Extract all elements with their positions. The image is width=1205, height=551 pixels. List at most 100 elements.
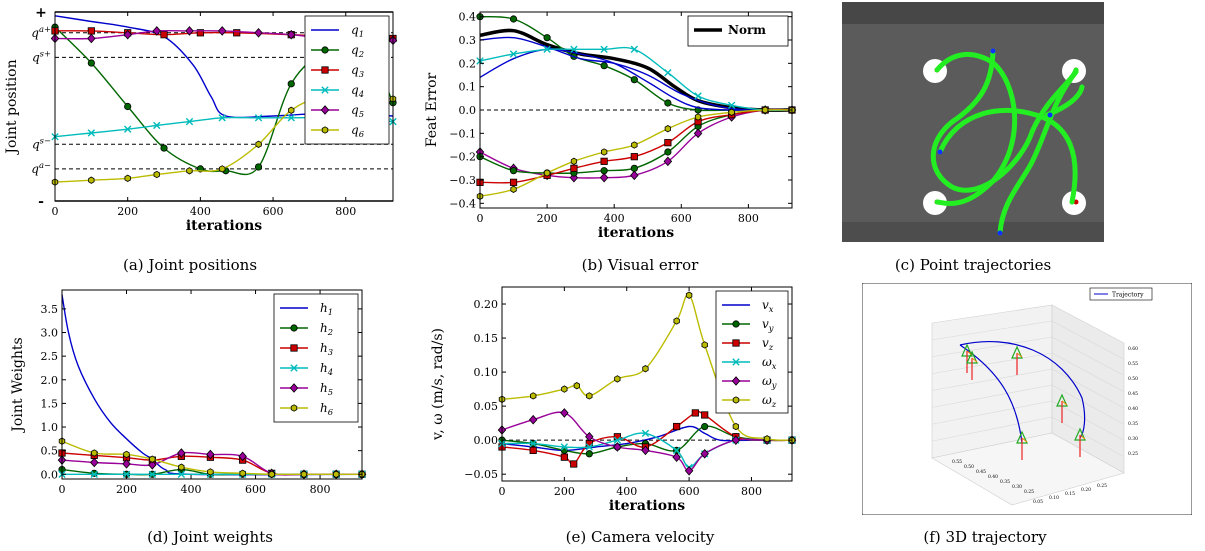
series-8 bbox=[476, 106, 796, 200]
y-tick-label: 3.5 bbox=[41, 303, 59, 316]
y-tick-label: 0.05 bbox=[474, 400, 499, 413]
x-tick-label: 200 bbox=[537, 212, 558, 225]
data-point bbox=[87, 27, 95, 35]
y-tick-label: 0.20 bbox=[1081, 487, 1091, 493]
chart-3d-trajectory: 0.600.550.500.450.400.350.300.250.550.50… bbox=[862, 283, 1192, 515]
x-tick-label: 0 bbox=[52, 205, 59, 218]
camera-axis bbox=[971, 357, 978, 363]
series-z bbox=[498, 291, 796, 444]
grid-line bbox=[931, 320, 1053, 341]
legend-label: q5 bbox=[351, 103, 364, 119]
data-point bbox=[87, 59, 95, 67]
y-tick-label: 0.3 bbox=[459, 34, 477, 47]
data-point bbox=[600, 45, 608, 54]
x-tick-label: 600 bbox=[679, 485, 700, 498]
data-point bbox=[300, 470, 308, 478]
data-point bbox=[561, 385, 568, 393]
legend-marker bbox=[290, 364, 298, 372]
legend-label: q3 bbox=[351, 63, 364, 79]
legend-marker bbox=[320, 105, 330, 115]
data-point bbox=[630, 76, 638, 84]
data-point bbox=[177, 470, 186, 478]
data-point bbox=[600, 157, 608, 165]
legend-label: q6 bbox=[351, 123, 365, 139]
plot-frame bbox=[54, 11, 394, 202]
legend-label: q2 bbox=[351, 43, 364, 59]
data-point bbox=[153, 121, 161, 130]
data-point bbox=[185, 26, 194, 36]
caption-visual-error: (b) Visual error bbox=[581, 256, 699, 274]
data-point bbox=[509, 15, 518, 23]
legend: h1 h2 h3 h4 h5 h6 bbox=[273, 293, 359, 423]
caption-point-trajectories: (c) Point trajectories bbox=[894, 256, 1052, 274]
data-point bbox=[509, 178, 518, 186]
data-point bbox=[87, 33, 96, 44]
camera-image-top-band bbox=[842, 2, 1104, 24]
series-vx bbox=[501, 425, 792, 452]
data-point bbox=[569, 172, 579, 183]
y-axis-label: Joint Weights bbox=[10, 337, 26, 433]
data-point bbox=[641, 429, 650, 438]
data-point bbox=[255, 140, 262, 148]
y-tick-label: 1.5 bbox=[41, 397, 59, 410]
x-tick-label: 400 bbox=[616, 485, 637, 498]
x-tick-label: 800 bbox=[738, 212, 759, 225]
start-point-marker bbox=[997, 230, 1003, 236]
data-point bbox=[701, 411, 709, 419]
x-tick-label: 0.35 bbox=[1000, 479, 1010, 485]
data-point bbox=[664, 148, 672, 156]
data-point bbox=[218, 114, 226, 122]
data-point bbox=[122, 459, 131, 469]
caption-camera-velocity: (e) Camera velocity bbox=[565, 528, 715, 546]
legend-label: ωz bbox=[762, 393, 777, 409]
data-point bbox=[287, 114, 295, 122]
legend-marker bbox=[732, 396, 740, 404]
z-tick-label: 0.50 bbox=[1128, 376, 1138, 382]
x-tick-label: 0.40 bbox=[988, 474, 998, 480]
y-tick-label: 3.0 bbox=[41, 327, 59, 340]
legend-label: ωx bbox=[762, 355, 777, 371]
legend-label: h4 bbox=[320, 361, 333, 377]
data-point bbox=[701, 341, 708, 349]
y-tick-label: 0.00 bbox=[474, 434, 499, 447]
data-point bbox=[585, 431, 594, 442]
y-tick-label: 2.0 bbox=[41, 374, 59, 387]
x-tick-label: 400 bbox=[604, 212, 625, 225]
grid-line bbox=[931, 352, 1053, 374]
series-line bbox=[479, 109, 793, 197]
data-point bbox=[239, 469, 246, 477]
data-point bbox=[694, 113, 702, 121]
x-tick-label: 800 bbox=[310, 483, 331, 496]
data-point bbox=[560, 408, 569, 418]
y-tick-label: 0.15 bbox=[474, 332, 499, 345]
data-point bbox=[599, 172, 609, 183]
legend-label: h1 bbox=[320, 301, 333, 317]
legend-label: Norm bbox=[728, 23, 766, 37]
z-tick-label: 0.60 bbox=[1128, 346, 1138, 352]
caption-3d-trajectory: (f) 3D trajectory bbox=[923, 528, 1047, 546]
back-pane-left bbox=[931, 304, 1053, 459]
legend-label: vx bbox=[762, 298, 774, 314]
data-point bbox=[673, 317, 680, 325]
series-line bbox=[501, 425, 792, 452]
data-point bbox=[728, 108, 735, 116]
data-point bbox=[672, 452, 681, 462]
data-point bbox=[529, 446, 537, 454]
data-point bbox=[528, 414, 538, 425]
data-point bbox=[254, 114, 263, 122]
grid-line bbox=[931, 400, 1053, 425]
x-tick-label: 0 bbox=[499, 485, 506, 498]
x-axis-label: iterations bbox=[186, 218, 262, 234]
data-point bbox=[630, 164, 638, 172]
data-point bbox=[268, 470, 275, 478]
data-point bbox=[509, 167, 518, 175]
y-axis-label: Feat Error bbox=[424, 73, 440, 148]
y-tick-label: 0.4 bbox=[459, 11, 477, 24]
x-tick-label: 800 bbox=[335, 205, 356, 218]
data-point bbox=[123, 450, 130, 459]
data-point bbox=[148, 460, 157, 470]
data-point bbox=[87, 129, 96, 137]
y-tick-label: + bbox=[35, 5, 47, 21]
z-tick-label: 0.45 bbox=[1128, 391, 1138, 397]
legend-marker bbox=[290, 404, 298, 412]
